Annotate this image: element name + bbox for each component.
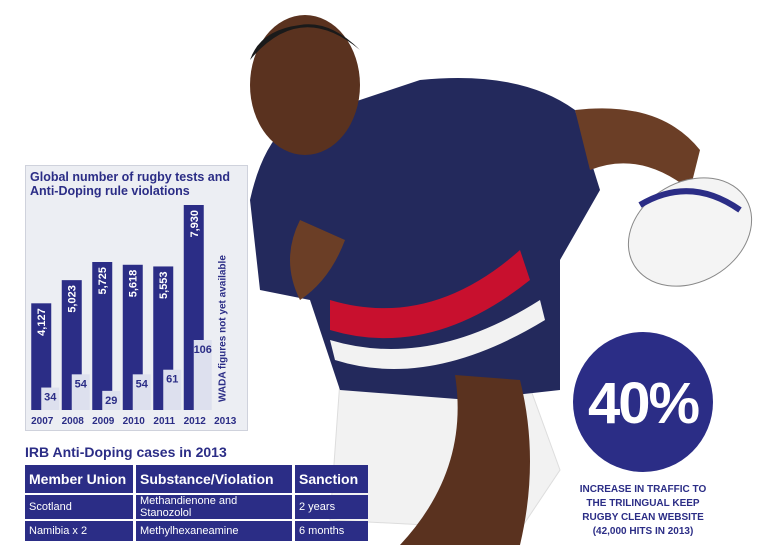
- table-row: Scotland Methandienone and Stanozolol 2 …: [25, 495, 368, 519]
- tests-bar: [92, 262, 113, 410]
- value-label: 54: [75, 378, 88, 390]
- callout-badge: 40%: [573, 332, 713, 472]
- value-label: 29: [105, 395, 117, 407]
- chart-title: Global number of rugby tests and Anti-Do…: [30, 170, 231, 198]
- x-tick-label: 2009: [92, 416, 115, 427]
- value-label: 5,553: [158, 271, 170, 299]
- header-row: Member Union Substance/Violation Sanctio…: [25, 465, 368, 493]
- x-tick-label: 2008: [62, 416, 85, 427]
- callout-value: 40%: [588, 371, 700, 436]
- value-label: 5,618: [128, 270, 140, 298]
- value-label: 5,023: [67, 285, 79, 313]
- violations-bar: [102, 390, 121, 410]
- violations-bar: [193, 340, 212, 410]
- table-cell: 6 months: [295, 521, 368, 541]
- header-cell: Sanction: [295, 465, 368, 493]
- value-label: 7,930: [189, 210, 201, 238]
- table-cell: Scotland: [25, 495, 133, 519]
- x-tick-label: 2007: [31, 416, 54, 427]
- x-tick-label: 2013: [214, 416, 237, 427]
- player-illustration: [250, 15, 753, 545]
- x-tick-label: 2011: [153, 416, 175, 427]
- table-cell: 2 years: [295, 495, 368, 519]
- x-tick-label: 2012: [184, 416, 207, 427]
- x-tick-label: 2010: [123, 416, 146, 427]
- violations-bar: [41, 387, 60, 410]
- callout-text: (42,000 HITS IN 2013): [592, 526, 694, 537]
- table-cell: Namibia x 2: [25, 521, 133, 541]
- violations-bar: [71, 374, 90, 410]
- value-label: 61: [166, 374, 178, 386]
- value-label: 5,725: [97, 267, 109, 295]
- violations-bar: [163, 369, 182, 410]
- cases-table: Member Union Substance/Violation Sanctio…: [22, 463, 371, 543]
- annotation: WADA figures not yet available: [217, 255, 228, 402]
- table-title: IRB Anti-Doping cases in 2013: [25, 444, 227, 460]
- header-cell: Substance/Violation: [136, 465, 292, 493]
- value-label: 106: [194, 344, 212, 356]
- tests-bar: [122, 264, 143, 410]
- value-label: 54: [136, 378, 149, 390]
- callout-text: INCREASE IN TRAFFIC TO: [579, 484, 707, 495]
- violations-bar: [132, 374, 151, 410]
- table-cell: Methandienone and Stanozolol: [136, 495, 292, 519]
- value-label: 34: [44, 392, 57, 404]
- header-cell: Member Union: [25, 465, 133, 493]
- table-cell: Methylhexaneamine: [136, 521, 292, 541]
- tests-bar: [31, 303, 52, 410]
- callout-text: THE TRILINGUAL KEEP: [586, 498, 700, 509]
- table-row: Namibia x 2 Methylhexaneamine 6 months: [25, 521, 368, 541]
- callout-circle: [573, 332, 713, 472]
- value-label: 4,127: [36, 308, 48, 336]
- callout-text: RUGBY CLEAN WEBSITE: [582, 512, 704, 523]
